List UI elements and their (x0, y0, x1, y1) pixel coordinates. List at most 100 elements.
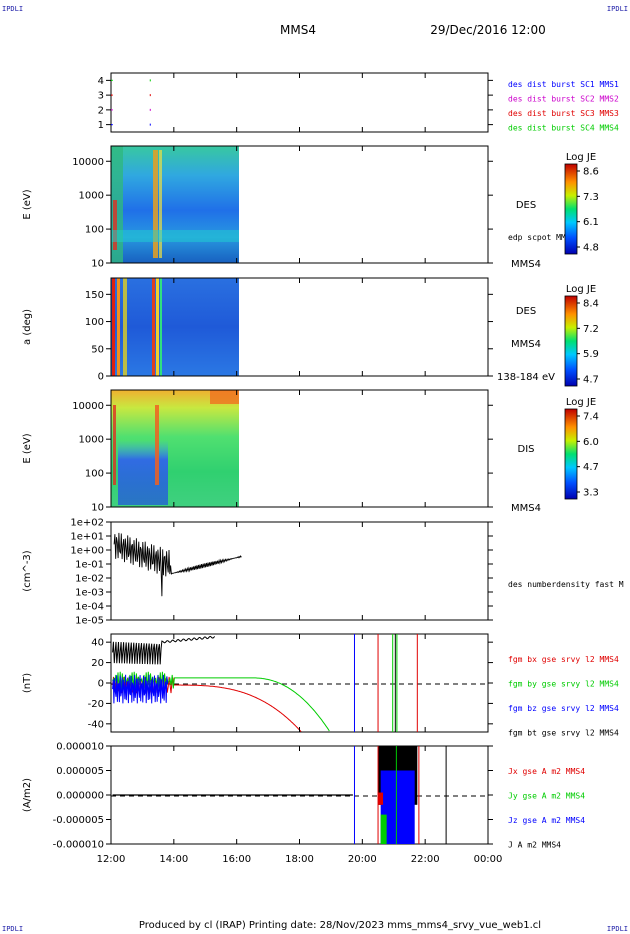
fgm-ytick-label: 40 (91, 638, 104, 649)
density-ytick-label: 1e-01 (75, 560, 104, 571)
x-tick-label: 18:00 (285, 854, 314, 865)
des_energy-colorbar-tick: 8.6 (583, 167, 599, 178)
des-pitch-spectrogram (111, 278, 239, 376)
des_pitch-side-sub: MMS4 (511, 339, 541, 350)
fgm-ytick-label: 20 (91, 658, 104, 669)
fgm-ytick-label: 0 (98, 679, 104, 690)
dis_energy-side-bottom: MMS4 (511, 503, 541, 514)
burst-ytick-label: 4 (98, 76, 104, 87)
des_energy-colorbar-tick: 7.3 (583, 192, 599, 203)
current-ytick-label: 0.000010 (56, 742, 104, 753)
corner-label-bottom-left: IPDLI (2, 925, 23, 933)
dis_energy-colorbar-tick: 4.7 (583, 462, 599, 473)
current-ylabel: (A/m2) (22, 778, 33, 812)
density-legend-entry: des numberdensity fast M (508, 580, 624, 589)
des_pitch-colorbar-tick: 4.7 (583, 375, 599, 386)
x-tick-label: 16:00 (222, 854, 251, 865)
density-trace (113, 532, 242, 597)
colorbars: Log JE 8.6 7.3 6.1 4.8 Log JE 8.4 7.2 5.9 4.7 Log … (564, 152, 599, 500)
des_pitch-colorbar-tick: 7.2 (583, 324, 599, 335)
des_pitch-colorbar-tick: 8.4 (583, 299, 599, 310)
current-legend-entry: Jx gse A m2 MMS4 (508, 767, 585, 776)
density-ytick-label: 1e+00 (70, 546, 104, 557)
x-tick-label: 20:00 (348, 854, 377, 865)
density-ytick-label: 1e-05 (75, 616, 104, 627)
current-jy-burst (380, 814, 387, 844)
des_energy-side-bottom: MMS4 (511, 259, 541, 270)
corner-label-bottom-right: IPDLI (607, 925, 628, 933)
density-ytick-label: 1e-04 (75, 602, 104, 613)
current-legend-entry: Jz gse A m2 MMS4 (508, 816, 585, 825)
fgm-legend-entry: fgm bx gse srvy l2 MMS4 (508, 655, 619, 664)
fgm-ytick-label: -20 (88, 699, 104, 710)
x-axis: 12:00 14:00 16:00 18:00 20:00 22:00 00:00 (97, 73, 502, 865)
y-axes: 1 2 3 4 10 100 1000 10000 10 100 1000 10000 0 50 100 15… (22, 76, 493, 851)
burst-legend-entry: des dist burst SC3 MMS3 (508, 109, 619, 118)
density-ylabel: (cm^-3) (22, 550, 33, 591)
legends: des dist burst SC1 MMS1 des dist burst SC… (497, 80, 624, 850)
burst-ytick-label: 1 (98, 120, 104, 131)
des_energy-colorbar-tick: 6.1 (583, 217, 599, 228)
des_energy-ylabel: E (eV) (22, 189, 33, 219)
current-jx-burst (378, 792, 384, 805)
current-legend-entry: J A m2 MMS4 (508, 841, 561, 850)
des_pitch-colorbar-tick: 5.9 (583, 349, 599, 360)
fgm-ytick-label: -40 (88, 719, 104, 730)
burst-ytick-label: 3 (98, 91, 104, 102)
data-traces (111, 79, 447, 844)
dis_energy-side-label: DIS (518, 444, 535, 455)
des_pitch-ytick-label: 150 (85, 290, 104, 301)
des_energy-ytick-label: 1000 (79, 191, 104, 202)
current-ytick-label: -0.000010 (53, 840, 104, 851)
dis-energy-spectrogram (111, 390, 239, 507)
corner-label-top-right: IPDLI (607, 5, 628, 13)
dis_energy-colorbar-title: Log JE (566, 397, 596, 408)
dis_energy-colorbar-tick: 3.3 (583, 488, 599, 499)
dis_energy-colorbar-tick: 7.4 (583, 412, 599, 423)
des_energy-ytick-label: 10 (91, 259, 104, 270)
dis_energy-ytick-label: 100 (85, 469, 104, 480)
current-legend-entry: Jy gse A m2 MMS4 (508, 792, 585, 801)
density-ytick-label: 1e-03 (75, 588, 104, 599)
des_pitch-side-bottom: 138-184 eV (497, 372, 555, 383)
current-ytick-label: 0.000000 (56, 791, 104, 802)
dis_energy-colorbar (564, 408, 578, 500)
dis_energy-ylabel: E (eV) (22, 433, 33, 463)
x-tick-label: 22:00 (411, 854, 440, 865)
spacecraft-title: MMS4 (280, 23, 316, 37)
burst-ytick-label: 2 (98, 105, 104, 116)
current-ytick-label: 0.000005 (56, 766, 104, 777)
fgm-ylabel: (nT) (22, 673, 33, 693)
des_energy-colorbar-title: Log JE (566, 152, 596, 163)
fgm-legend-entry: fgm bz gse srvy l2 MMS4 (508, 704, 619, 713)
burst-legend-entry: des dist burst SC4 MMS4 (508, 124, 619, 133)
des_energy-colorbar (564, 163, 578, 255)
burst-legend-entry: des dist burst SC2 MMS2 (508, 95, 619, 104)
burst-legend-entry: des dist burst SC1 MMS1 (508, 80, 619, 89)
des_pitch-side-label: DES (516, 306, 536, 317)
dis_energy-ytick-label: 10 (91, 503, 104, 514)
density-ytick-label: 1e+01 (70, 532, 104, 543)
des_energy-colorbar-tick: 4.8 (583, 243, 599, 254)
des_energy-side-label: DES (516, 200, 536, 211)
dis_energy-colorbar-tick: 6.0 (583, 437, 599, 448)
x-tick-label: 12:00 (97, 854, 126, 865)
dis_energy-ytick-label: 1000 (79, 435, 104, 446)
density-ytick-label: 1e+02 (70, 518, 104, 529)
fgm-bz-trace (112, 674, 169, 704)
des_pitch-ylabel: a (deg) (22, 309, 33, 345)
des_pitch-ytick-label: 50 (91, 344, 104, 355)
density-ytick-label: 1e-02 (75, 574, 104, 585)
fgm-legend-entry: fgm by gse srvy l2 MMS4 (508, 680, 619, 689)
datetime-title: 29/Dec/2016 12:00 (430, 23, 546, 37)
fgm-bt-trace (112, 635, 216, 665)
fgm-legend-entry: fgm bt gse srvy l2 MMS4 (508, 729, 619, 738)
des_pitch-colorbar (564, 295, 578, 387)
des_pitch-colorbar-title: Log JE (566, 284, 596, 295)
des-energy-spectrogram (111, 146, 239, 263)
des_energy-ytick-label: 100 (85, 225, 104, 236)
dis_energy-ytick-label: 10000 (72, 401, 104, 412)
des_energy-side-sub: edp scpot MMS4 (508, 233, 576, 242)
x-tick-label: 14:00 (159, 854, 188, 865)
